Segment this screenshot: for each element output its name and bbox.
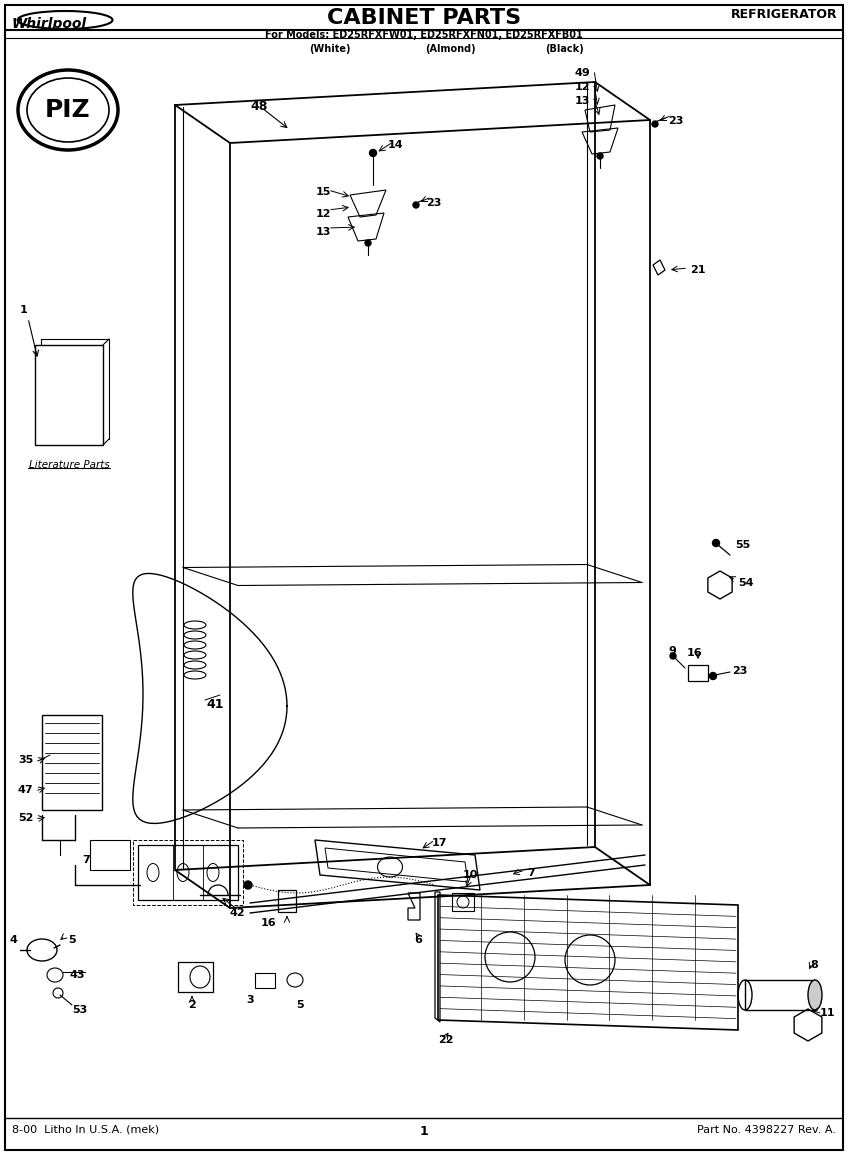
Bar [133, 840, 243, 906]
Text: For Models: ED25RFXFW01, ED25RFXFN01, ED25RFXFB01: For Models: ED25RFXFW01, ED25RFXFN01, ED… [265, 30, 583, 40]
Ellipse shape [370, 149, 377, 156]
Text: Whirlpool: Whirlpool [12, 17, 87, 31]
Text: 16: 16 [687, 648, 703, 658]
Ellipse shape [652, 121, 658, 127]
Text: 54: 54 [738, 578, 754, 588]
Text: 2: 2 [188, 1000, 196, 1009]
Bar [138, 845, 238, 900]
Text: 16: 16 [260, 918, 276, 927]
Text: 8: 8 [810, 960, 817, 970]
Text: 15: 15 [316, 187, 332, 198]
Text: 49: 49 [574, 68, 590, 79]
Text: 43: 43 [70, 970, 86, 979]
Text: 7: 7 [527, 869, 535, 878]
Text: PIZ: PIZ [45, 98, 91, 122]
Text: 14: 14 [388, 140, 404, 150]
Text: 42: 42 [230, 908, 246, 918]
Text: (Almond): (Almond) [425, 44, 476, 54]
Text: 13: 13 [574, 96, 589, 106]
Text: 41: 41 [206, 699, 224, 711]
Text: 53: 53 [72, 1005, 87, 1015]
Text: (Black): (Black) [545, 44, 584, 54]
Text: 12: 12 [574, 82, 589, 92]
Text: 55: 55 [735, 541, 750, 550]
Bar [688, 665, 708, 681]
Text: 11: 11 [820, 1008, 835, 1018]
Bar [452, 893, 474, 911]
Text: 5: 5 [296, 1000, 304, 1009]
Text: CABINET PARTS: CABINET PARTS [327, 8, 521, 28]
Text: 52: 52 [18, 813, 33, 824]
Bar [278, 891, 296, 912]
Text: 23: 23 [426, 198, 441, 208]
Ellipse shape [808, 979, 822, 1009]
Text: Literature Parts: Literature Parts [29, 460, 109, 470]
Text: Part No. 4398227 Rev. A.: Part No. 4398227 Rev. A. [697, 1125, 836, 1135]
Bar [255, 973, 275, 988]
Ellipse shape [712, 539, 719, 546]
Text: 12: 12 [316, 209, 332, 219]
Text: 17: 17 [432, 839, 448, 848]
Ellipse shape [244, 881, 252, 889]
Text: 21: 21 [690, 264, 706, 275]
Text: 23: 23 [732, 666, 747, 676]
Bar [745, 979, 815, 1009]
Text: 35: 35 [18, 755, 33, 765]
Text: 6: 6 [414, 936, 422, 945]
Text: 23: 23 [668, 116, 683, 126]
Text: 13: 13 [316, 228, 332, 237]
Text: 1: 1 [420, 1125, 428, 1138]
Text: REFRIGERATOR: REFRIGERATOR [731, 8, 838, 21]
Bar [35, 345, 103, 445]
Bar [178, 962, 213, 992]
Ellipse shape [670, 653, 676, 660]
Text: 8-00  Litho In U.S.A. (mek): 8-00 Litho In U.S.A. (mek) [12, 1125, 159, 1135]
Ellipse shape [365, 240, 371, 246]
Ellipse shape [413, 202, 419, 208]
Text: 10: 10 [462, 870, 477, 880]
Text: 1: 1 [20, 305, 28, 315]
Text: 4: 4 [10, 936, 18, 945]
Text: 7: 7 [82, 855, 90, 865]
Ellipse shape [710, 672, 717, 679]
Text: 48: 48 [250, 100, 267, 113]
Text: 3: 3 [246, 994, 254, 1005]
Bar [42, 715, 102, 810]
Text: 22: 22 [438, 1035, 454, 1045]
Ellipse shape [597, 152, 603, 159]
Text: (White): (White) [310, 44, 351, 54]
Text: 5: 5 [68, 936, 75, 945]
Text: 9: 9 [668, 646, 676, 656]
Text: 47: 47 [18, 785, 34, 795]
